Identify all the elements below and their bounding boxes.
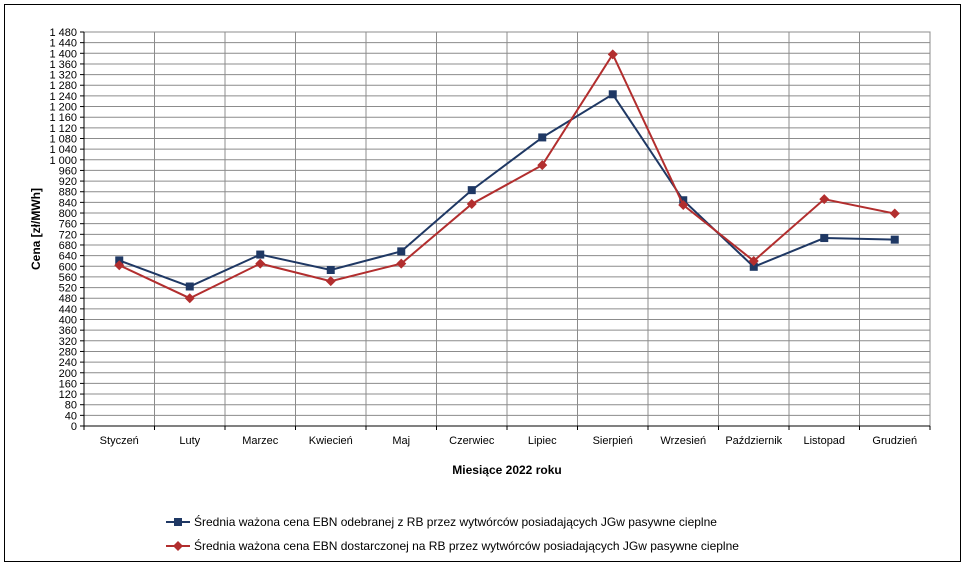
x-tick-label: Listopad <box>803 435 845 447</box>
y-tick-label: 400 <box>59 315 77 327</box>
y-tick-label: 1 040 <box>49 144 77 156</box>
x-tick-label: Lipiec <box>528 435 557 447</box>
data-point <box>173 541 183 551</box>
y-tick-label: 1 080 <box>49 133 77 145</box>
y-tick-label: 680 <box>59 240 77 252</box>
data-point <box>396 258 407 269</box>
series <box>114 49 900 304</box>
y-axis-ticks: 0408012016020024028032036040044048052056… <box>49 27 85 433</box>
data-point <box>467 186 476 195</box>
y-tick-label: 0 <box>71 421 77 433</box>
y-tick-label: 440 <box>59 304 77 316</box>
gridlines <box>83 31 931 427</box>
data-point <box>174 518 182 526</box>
x-tick-label: Maj <box>392 435 410 447</box>
y-tick-label: 560 <box>59 272 77 284</box>
series-layer <box>114 49 900 304</box>
data-point <box>185 282 194 291</box>
series-line <box>118 92 895 288</box>
y-tick-label: 1 440 <box>49 38 77 50</box>
y-tick-label: 1 200 <box>49 102 77 114</box>
y-tick-label: 160 <box>59 378 77 390</box>
y-tick-label: 1 280 <box>49 80 77 92</box>
y-tick-label: 1 480 <box>49 27 77 39</box>
y-tick-label: 240 <box>59 357 77 369</box>
y-tick-label: 1 160 <box>49 112 77 124</box>
data-point <box>748 255 759 266</box>
data-point <box>749 262 758 271</box>
y-tick-label: 1 360 <box>49 59 77 71</box>
y-tick-label: 720 <box>59 229 77 241</box>
series-line <box>118 52 895 300</box>
data-point <box>608 90 617 99</box>
data-point <box>184 293 195 304</box>
legend-label: Średnia ważona cena EBN odebranej z RB p… <box>194 514 717 529</box>
y-tick-label: 280 <box>59 346 77 358</box>
y-tick-label: 520 <box>59 283 77 295</box>
data-point <box>326 265 335 274</box>
data-point <box>256 250 265 259</box>
y-tick-label: 960 <box>59 165 77 177</box>
y-tick-label: 320 <box>59 336 77 348</box>
x-tick-label: Kwiecień <box>309 435 353 447</box>
data-point <box>607 49 618 60</box>
x-tick-label: Październik <box>725 435 782 447</box>
series <box>115 90 899 291</box>
data-point <box>325 276 336 287</box>
y-tick-label: 120 <box>59 389 77 401</box>
y-tick-label: 640 <box>59 251 77 263</box>
y-axis-label: Cena [zł/MWh] <box>29 188 43 270</box>
data-point <box>538 133 547 142</box>
y-tick-label: 1 000 <box>49 155 77 167</box>
x-tick-label: Marzec <box>242 435 279 447</box>
x-tick-label: Styczeń <box>100 435 139 447</box>
data-point <box>678 200 689 211</box>
data-point <box>255 258 266 269</box>
x-axis-label: Miesiące 2022 roku <box>452 463 561 477</box>
data-point <box>537 160 548 171</box>
data-point <box>466 198 477 209</box>
y-tick-label: 920 <box>59 176 77 188</box>
y-tick-label: 1 320 <box>49 70 77 82</box>
data-point <box>890 235 899 244</box>
data-point <box>397 247 406 256</box>
legend-label: Średnia ważona cena EBN dostarczonej na … <box>194 538 739 553</box>
x-tick-label: Czerwiec <box>449 435 495 447</box>
y-tick-label: 80 <box>65 400 77 412</box>
x-tick-label: Luty <box>179 435 200 447</box>
data-point <box>820 234 829 243</box>
y-tick-label: 480 <box>59 293 77 305</box>
data-point <box>819 194 830 205</box>
y-tick-label: 1 120 <box>49 123 77 135</box>
y-tick-label: 40 <box>65 410 77 422</box>
y-tick-label: 1 400 <box>49 48 77 60</box>
legend-item: Średnia ważona cena EBN dostarczonej na … <box>166 538 739 553</box>
y-tick-label: 760 <box>59 219 77 231</box>
x-tick-label: Sierpień <box>593 435 633 447</box>
y-tick-label: 1 240 <box>49 91 77 103</box>
y-tick-label: 880 <box>59 187 77 199</box>
y-tick-label: 200 <box>59 368 77 380</box>
data-point <box>889 208 900 219</box>
legend-item: Średnia ważona cena EBN odebranej z RB p… <box>166 514 717 529</box>
y-tick-label: 600 <box>59 261 77 273</box>
y-tick-label: 840 <box>59 197 77 209</box>
legend: Średnia ważona cena EBN odebranej z RB p… <box>166 514 739 553</box>
y-tick-label: 800 <box>59 208 77 220</box>
x-tick-label: Grudzień <box>872 435 917 447</box>
x-tick-label: Wrzesień <box>660 435 706 447</box>
y-tick-label: 360 <box>59 325 77 337</box>
x-axis-ticks: Styczeń Luty Marzec Kwiecień Maj Czerwiec Lipi… <box>83 425 931 447</box>
data-point <box>114 260 125 271</box>
